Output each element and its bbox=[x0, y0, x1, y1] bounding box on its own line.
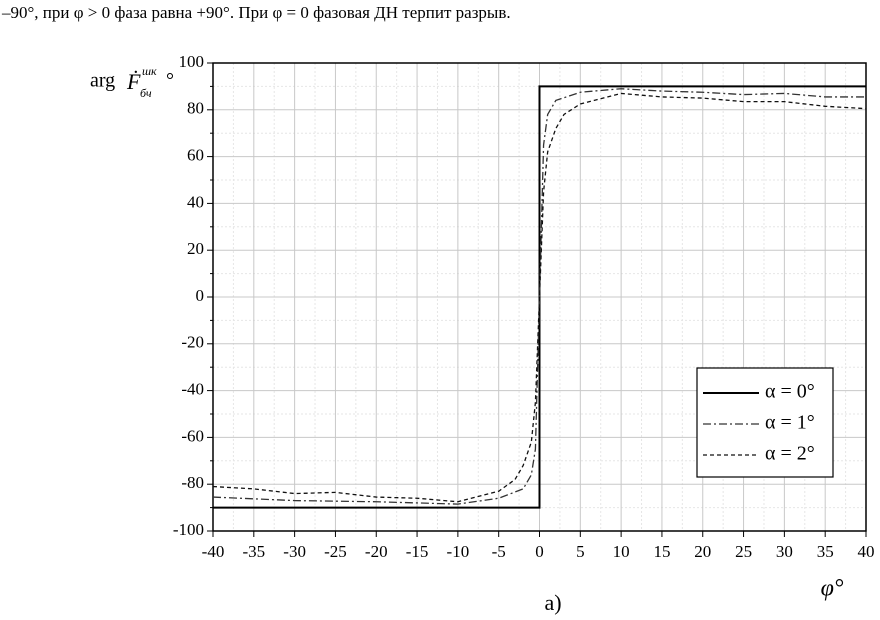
x-tick-label: -10 bbox=[447, 542, 470, 561]
y-tick-label: 60 bbox=[187, 146, 204, 165]
x-tick-label: -5 bbox=[492, 542, 506, 561]
plot-frame bbox=[212, 62, 867, 532]
x-tick-label: -35 bbox=[242, 542, 265, 561]
y-tick-label: 100 bbox=[179, 52, 205, 71]
y-tick-label: -40 bbox=[181, 380, 204, 399]
series-line bbox=[213, 85, 866, 509]
x-tick-label: 25 bbox=[735, 542, 752, 561]
series-line bbox=[212, 92, 867, 503]
y-axis-sup: шк bbox=[142, 64, 157, 78]
y-tick-label: 20 bbox=[187, 239, 204, 258]
legend-label: α = 0° bbox=[765, 381, 815, 403]
x-tick-label: 10 bbox=[613, 542, 630, 561]
x-tick-label: 0 bbox=[535, 542, 544, 561]
x-tick-label: 15 bbox=[653, 542, 670, 561]
series-line bbox=[212, 88, 866, 505]
x-tick-label: 5 bbox=[576, 542, 585, 561]
y-tick-label: -100 bbox=[173, 520, 204, 539]
x-axis-label: φ° bbox=[821, 576, 844, 602]
y-axis-symbol: Ḟ bbox=[126, 69, 141, 94]
x-tick-label: -15 bbox=[406, 542, 429, 561]
x-tick-label: -40 bbox=[202, 542, 225, 561]
legend-label: α = 2° bbox=[765, 443, 815, 465]
y-tick-label: 40 bbox=[187, 192, 204, 211]
x-tick-label: 30 bbox=[776, 542, 793, 561]
x-tick-label: -30 bbox=[283, 542, 306, 561]
caption: а) bbox=[544, 590, 561, 615]
x-tick-label: -20 bbox=[365, 542, 388, 561]
y-tick-label: 80 bbox=[187, 99, 204, 118]
x-tick-label: 40 bbox=[858, 542, 875, 561]
y-tick-label: 0 bbox=[196, 286, 205, 305]
legend-label: α = 1° bbox=[765, 412, 815, 434]
y-tick-label: -60 bbox=[181, 426, 204, 445]
x-tick-label: 35 bbox=[817, 542, 834, 561]
y-tick-label: -20 bbox=[181, 333, 204, 352]
y-axis-sub: бч bbox=[140, 86, 152, 100]
header-text: –90°, при φ > 0 фаза равна +90°. При φ =… bbox=[1, 3, 511, 22]
y-axis-unit: ° bbox=[166, 70, 174, 92]
y-tick-label: -80 bbox=[181, 473, 204, 492]
x-tick-label: 20 bbox=[694, 542, 711, 561]
x-tick-label: -25 bbox=[324, 542, 347, 561]
legend-box bbox=[696, 367, 834, 478]
y-axis-label: arg bbox=[90, 70, 115, 92]
